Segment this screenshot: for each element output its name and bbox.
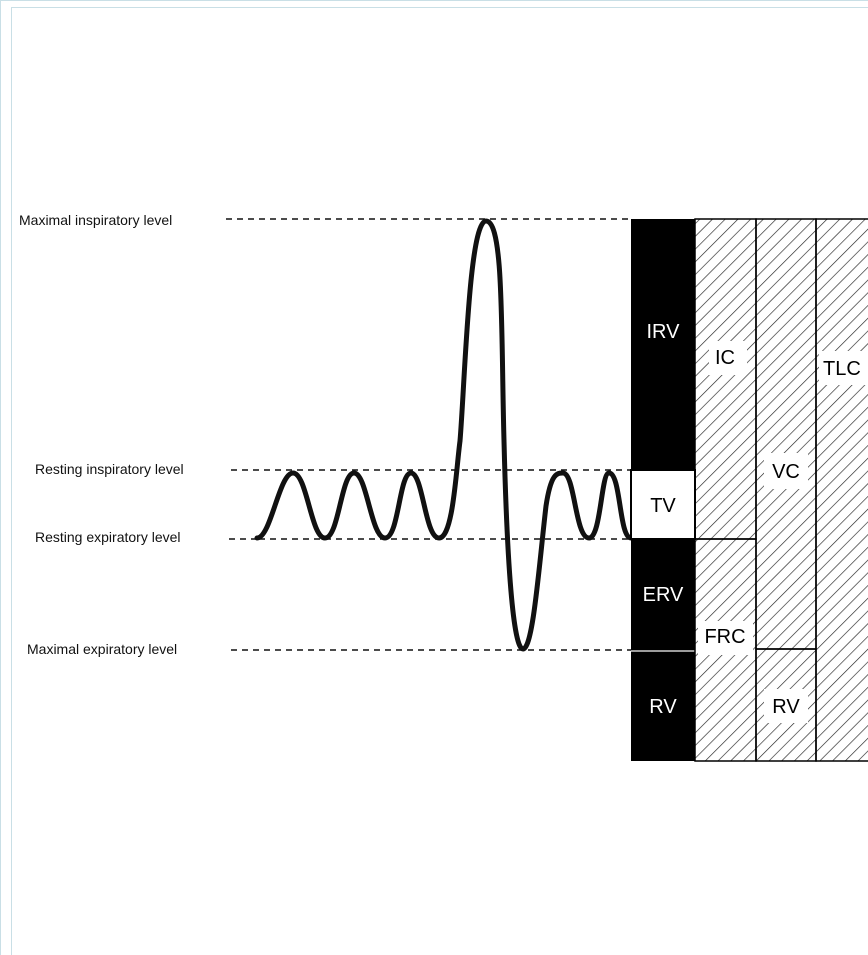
maximal-expiratory-level-label: Maximal expiratory level — [27, 641, 177, 657]
frc-label: FRC — [704, 626, 745, 648]
resting-expiratory-level-label: Resting expiratory level — [35, 529, 181, 545]
erv-label: ERV — [643, 584, 684, 606]
tv-label: TV — [650, 495, 676, 517]
spirogram-trace — [254, 218, 634, 652]
irv-label: IRV — [647, 321, 681, 343]
vc-block — [755, 218, 817, 650]
irv-block — [631, 219, 695, 470]
tv-block — [630, 469, 696, 540]
tlc-block — [815, 218, 868, 762]
tlc-label: TLC — [823, 358, 861, 380]
maximal-inspiratory-level-label: Maximal inspiratory level — [19, 212, 172, 228]
erv-block — [631, 539, 695, 650]
diagram-frame — [11, 7, 868, 955]
frc-label-bg — [698, 621, 753, 655]
vc-label: VC — [772, 461, 800, 483]
ic-label: IC — [715, 347, 735, 369]
rv-volume-block — [631, 650, 695, 761]
vc-label-bg — [764, 453, 808, 489]
rv-capacity-label: RV — [772, 696, 800, 718]
resting-inspiratory-level-label: Resting inspiratory level — [35, 461, 184, 477]
ic-block — [694, 218, 757, 540]
ic-label-bg — [709, 341, 747, 375]
rv-volume-label: RV — [649, 696, 677, 718]
tlc-label-bg — [819, 351, 868, 385]
rv-capacity-label-bg — [764, 689, 808, 723]
